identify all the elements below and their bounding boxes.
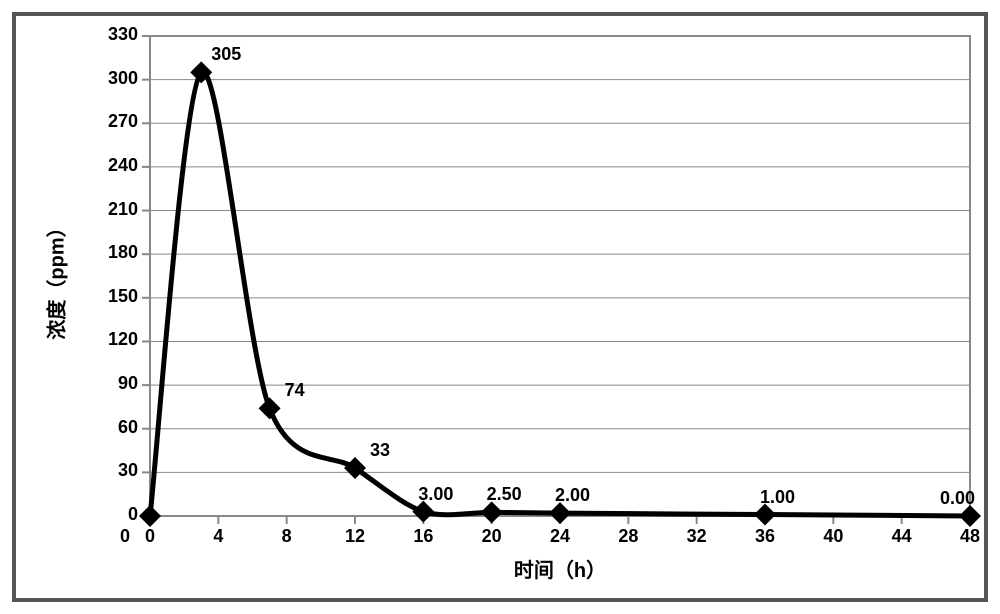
x-tick-label: 40 <box>813 526 853 547</box>
x-tick-label: 12 <box>335 526 375 547</box>
y-tick-label: 270 <box>80 111 138 132</box>
y-tick-label: 150 <box>80 286 138 307</box>
data-point-label: 33 <box>370 440 390 461</box>
x-tick-label: 8 <box>267 526 307 547</box>
y-tick-label: 300 <box>80 68 138 89</box>
data-point-label: 3.00 <box>418 484 453 505</box>
x-tick-label: 24 <box>540 526 580 547</box>
y-axis-label: 浓度（ppm） <box>41 169 70 389</box>
x-tick-label: 0 <box>130 526 170 547</box>
y-tick-label: 90 <box>80 373 138 394</box>
data-point-label: 0 <box>120 526 130 547</box>
y-tick-label: 30 <box>80 460 138 481</box>
data-point-label: 1.00 <box>760 487 795 508</box>
data-point-label: 2.50 <box>487 484 522 505</box>
x-tick-label: 20 <box>472 526 512 547</box>
x-tick-label: 4 <box>198 526 238 547</box>
data-point-label: 305 <box>211 44 241 65</box>
y-tick-label: 210 <box>80 199 138 220</box>
data-point-label: 0.00 <box>940 488 975 509</box>
x-tick-label: 48 <box>950 526 990 547</box>
x-tick-label: 16 <box>403 526 443 547</box>
y-tick-label: 120 <box>80 329 138 350</box>
y-tick-label: 180 <box>80 242 138 263</box>
x-tick-label: 36 <box>745 526 785 547</box>
x-tick-label: 44 <box>882 526 922 547</box>
y-tick-label: 240 <box>80 155 138 176</box>
x-tick-label: 32 <box>677 526 717 547</box>
y-tick-label: 0 <box>80 504 138 525</box>
x-axis-label: 时间（h） <box>150 554 970 583</box>
chart-container: 0481216202428323640444803060901201501802… <box>0 0 1000 614</box>
chart-svg <box>0 0 1000 614</box>
data-point-label: 74 <box>285 380 305 401</box>
data-point-label: 2.00 <box>555 485 590 506</box>
y-tick-label: 330 <box>80 24 138 45</box>
x-tick-label: 28 <box>608 526 648 547</box>
y-tick-label: 60 <box>80 417 138 438</box>
